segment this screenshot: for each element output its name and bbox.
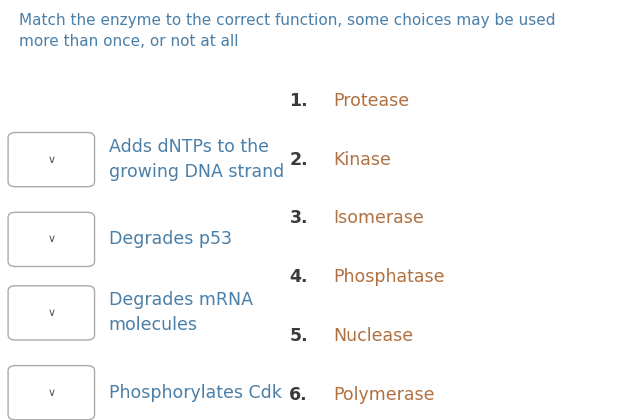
FancyBboxPatch shape bbox=[8, 286, 95, 340]
Text: Isomerase: Isomerase bbox=[333, 210, 424, 227]
Text: more than once, or not at all: more than once, or not at all bbox=[19, 34, 238, 49]
Text: ∨: ∨ bbox=[47, 388, 55, 398]
Text: Nuclease: Nuclease bbox=[333, 327, 413, 345]
Text: 4.: 4. bbox=[289, 268, 308, 286]
Text: ∨: ∨ bbox=[47, 308, 55, 318]
Text: Match the enzyme to the correct function, some choices may be used: Match the enzyme to the correct function… bbox=[19, 13, 555, 28]
Text: Kinase: Kinase bbox=[333, 151, 391, 168]
Text: 5.: 5. bbox=[289, 327, 308, 345]
Text: 6.: 6. bbox=[289, 386, 308, 404]
Text: ∨: ∨ bbox=[47, 234, 55, 244]
Text: Phosphatase: Phosphatase bbox=[333, 268, 444, 286]
FancyBboxPatch shape bbox=[8, 132, 95, 186]
Text: Adds dNTPs to the
growing DNA strand: Adds dNTPs to the growing DNA strand bbox=[109, 138, 284, 181]
Text: 2.: 2. bbox=[289, 151, 308, 168]
Text: Phosphorylates Cdk: Phosphorylates Cdk bbox=[109, 384, 282, 402]
Text: Polymerase: Polymerase bbox=[333, 386, 434, 404]
Text: Degrades p53: Degrades p53 bbox=[109, 231, 232, 248]
FancyBboxPatch shape bbox=[8, 212, 95, 267]
Text: Degrades mRNA
molecules: Degrades mRNA molecules bbox=[109, 291, 253, 334]
Text: Protease: Protease bbox=[333, 92, 409, 110]
Text: 3.: 3. bbox=[289, 210, 308, 227]
Text: ∨: ∨ bbox=[47, 155, 55, 165]
FancyBboxPatch shape bbox=[8, 365, 95, 420]
Text: 1.: 1. bbox=[289, 92, 308, 110]
